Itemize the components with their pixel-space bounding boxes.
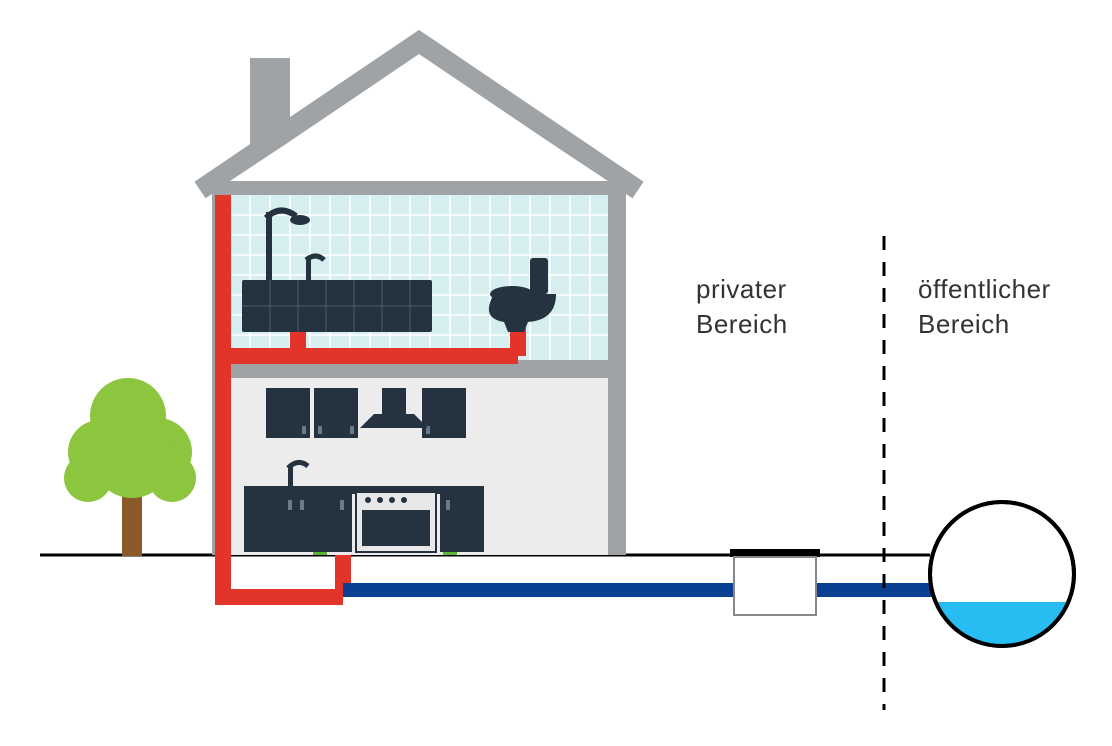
public-line2: Bereich xyxy=(918,309,1010,339)
diagram-stage: privater Bereich öffentlicher Bereich xyxy=(0,0,1112,746)
public-area-label: öffentlicher Bereich xyxy=(918,272,1051,342)
tree-icon xyxy=(64,378,196,556)
private-line1: privater xyxy=(696,274,787,304)
private-line2: Bereich xyxy=(696,309,788,339)
sewer-pipe-icon xyxy=(930,502,1074,647)
private-area-label: privater Bereich xyxy=(696,272,788,342)
public-line1: öffentlicher xyxy=(918,274,1051,304)
diagram-svg xyxy=(0,0,1112,746)
inspection-box-icon xyxy=(730,549,820,615)
